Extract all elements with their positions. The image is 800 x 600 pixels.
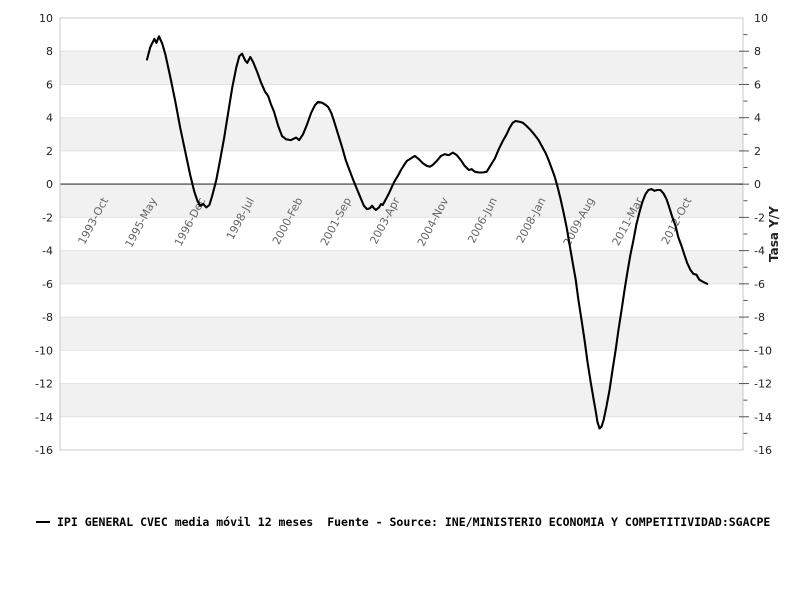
svg-text:0: 0 <box>754 178 761 191</box>
legend-series-label: IPI GENERAL CVEC media móvil 12 meses <box>57 515 314 529</box>
svg-text:2: 2 <box>46 145 53 158</box>
svg-text:-10: -10 <box>35 344 53 357</box>
svg-text:4: 4 <box>46 112 53 125</box>
series-line-swatch <box>36 521 50 523</box>
svg-text:-4: -4 <box>754 245 765 258</box>
svg-text:8: 8 <box>754 45 761 58</box>
svg-text:4: 4 <box>754 112 761 125</box>
legend-source-label: Fuente - Source: INE/MINISTERIO ECONOMIA… <box>327 515 771 529</box>
y-axis-ticks-right <box>739 34 749 434</box>
svg-text:-4: -4 <box>42 245 53 258</box>
svg-text:-8: -8 <box>42 311 53 324</box>
svg-text:-12: -12 <box>35 378 53 391</box>
svg-text:-6: -6 <box>42 278 53 291</box>
y-axis-labels-right: 10 8 6 4 2 0 -2 -4 -6 -8 -10 -12 -14 -16 <box>754 12 772 457</box>
svg-text:-14: -14 <box>754 411 772 424</box>
legend: IPI GENERAL CVEC media móvil 12 meses Fu… <box>36 513 770 531</box>
svg-text:-16: -16 <box>754 444 772 457</box>
ipi-line-chart: 10 8 6 4 2 0 -2 -4 -6 -8 -10 -12 -14 -16 10 8 6 4 2 0 -2 -4 -6… <box>35 12 781 457</box>
y-axis-labels-left: 10 8 6 4 2 0 -2 -4 -6 -8 -10 -12 -14 -16 <box>35 12 53 457</box>
chart-area: 10 8 6 4 2 0 -2 -4 -6 -8 -10 -12 -14 -16 10 8 6 4 2 0 -2 -4 -6… <box>35 12 781 457</box>
svg-text:6: 6 <box>46 78 53 91</box>
svg-text:-14: -14 <box>35 411 53 424</box>
svg-text:-12: -12 <box>754 378 772 391</box>
gridlines <box>60 50 743 418</box>
grid-bands <box>60 51 743 417</box>
svg-text:8: 8 <box>46 45 53 58</box>
svg-text:-2: -2 <box>754 211 765 224</box>
right-axis-title: Tasa Y/Y <box>767 206 781 262</box>
svg-text:2: 2 <box>754 145 761 158</box>
svg-text:10: 10 <box>754 12 768 25</box>
svg-text:-2: -2 <box>42 211 53 224</box>
svg-text:10: 10 <box>39 12 53 25</box>
svg-text:6: 6 <box>754 78 761 91</box>
plot-border <box>59 17 744 451</box>
svg-text:-10: -10 <box>754 344 772 357</box>
svg-text:-6: -6 <box>754 278 765 291</box>
svg-text:0: 0 <box>46 178 53 191</box>
svg-text:-8: -8 <box>754 311 765 324</box>
svg-text:-16: -16 <box>35 444 53 457</box>
series-line <box>145 35 709 430</box>
